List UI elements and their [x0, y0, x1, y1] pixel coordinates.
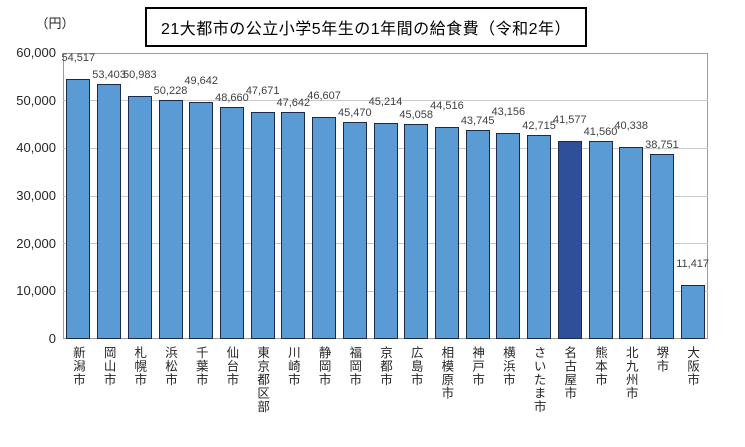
bar-value-label: 47,671	[245, 84, 280, 97]
bar-名古屋市	[557, 140, 582, 339]
x-axis-label: 静岡市	[316, 346, 331, 387]
bar-大阪市	[680, 284, 705, 339]
bar-value-label: 41,577	[552, 113, 587, 126]
y-tick-label: 40,000	[16, 140, 56, 156]
bar-京都市	[373, 123, 398, 339]
bar-value-label: 42,715	[522, 120, 556, 133]
x-axis-label: さいたま市	[531, 346, 546, 414]
bar-北九州市	[619, 146, 644, 339]
x-axis-label: 大阪市	[685, 346, 700, 387]
bar-value-label: 53,403	[92, 69, 126, 82]
x-axis-label: 堺市	[654, 346, 669, 373]
y-tick-label: 20,000	[16, 235, 56, 251]
x-axis-label: 熊本市	[593, 346, 607, 387]
bar-神戸市	[465, 130, 490, 339]
bar-横浜市	[496, 133, 521, 339]
bar-新潟市	[66, 79, 91, 339]
bar-value-label: 50,983	[122, 68, 157, 81]
x-axis-label: 新潟市	[70, 346, 85, 387]
bar-value-label: 45,058	[399, 109, 434, 122]
gridline	[63, 100, 708, 102]
x-axis-label: 横浜市	[500, 346, 515, 387]
bar-value-label: 44,516	[430, 99, 464, 112]
bar-value-label: 54,517	[61, 52, 96, 65]
x-axis-label: 福岡市	[347, 346, 362, 387]
bar-静岡市	[312, 116, 337, 339]
x-axis-label: 仙台市	[224, 346, 239, 387]
bar-広島市	[404, 124, 429, 339]
bar-value-label: 43,745	[460, 115, 495, 128]
bar-東京都区部	[250, 111, 275, 339]
bar-value-label: 48,660	[215, 92, 249, 105]
bar-value-label: 47,642	[276, 96, 311, 109]
bar-川崎市	[281, 111, 306, 339]
bar-value-label: 11,417	[676, 257, 710, 270]
bar-value-label: 40,338	[614, 119, 649, 132]
bar-堺市	[649, 154, 674, 339]
bar-相模原市	[434, 126, 459, 339]
bar-さいたま市	[527, 135, 552, 339]
y-tick-label: 50,000	[16, 92, 56, 108]
bar-福岡市	[342, 122, 367, 339]
y-tick-label: 60,000	[16, 45, 56, 60]
bar-value-label: 49,642	[184, 75, 219, 88]
bar-浜松市	[158, 99, 183, 339]
y-tick-label: 0	[48, 331, 56, 346]
x-axis-label: 浜松市	[163, 346, 177, 387]
y-tick-label: 30,000	[16, 188, 56, 203]
x-axis-label: 川崎市	[285, 346, 300, 387]
x-axis-label: 東京都区部	[255, 346, 270, 414]
x-axis-label: 名古屋市	[562, 346, 577, 400]
bar-value-label: 45,214	[368, 96, 403, 109]
x-axis-label: 札幌市	[132, 346, 147, 387]
x-axis-label: 広島市	[408, 346, 423, 387]
bar-札幌市	[127, 95, 152, 339]
bar-千葉市	[189, 102, 214, 339]
y-axis-unit-label: （円）	[35, 16, 75, 31]
bar-仙台市	[219, 107, 244, 339]
x-axis-label: 京都市	[378, 346, 392, 387]
x-axis-label: 北九州市	[623, 346, 638, 400]
bar-熊本市	[588, 140, 613, 339]
bar-value-label: 41,560	[583, 125, 618, 138]
bar-value-label: 38,751	[645, 139, 679, 152]
bar-岡山市	[97, 84, 122, 339]
x-axis-label: 相模原市	[439, 346, 454, 400]
x-axis-label: 岡山市	[101, 346, 116, 387]
bar-value-label: 45,470	[337, 107, 372, 120]
x-axis-label: 千葉市	[193, 346, 208, 387]
bar-value-label: 50,228	[153, 84, 188, 97]
bar-value-label: 46,607	[307, 89, 341, 102]
bar-value-label: 43,156	[491, 106, 526, 119]
y-tick-label: 10,000	[16, 283, 56, 299]
x-axis-label: 神戸市	[470, 346, 485, 387]
chart-title: 21大都市の公立小学5年生の1年間の給食費（令和2年）	[145, 7, 587, 47]
